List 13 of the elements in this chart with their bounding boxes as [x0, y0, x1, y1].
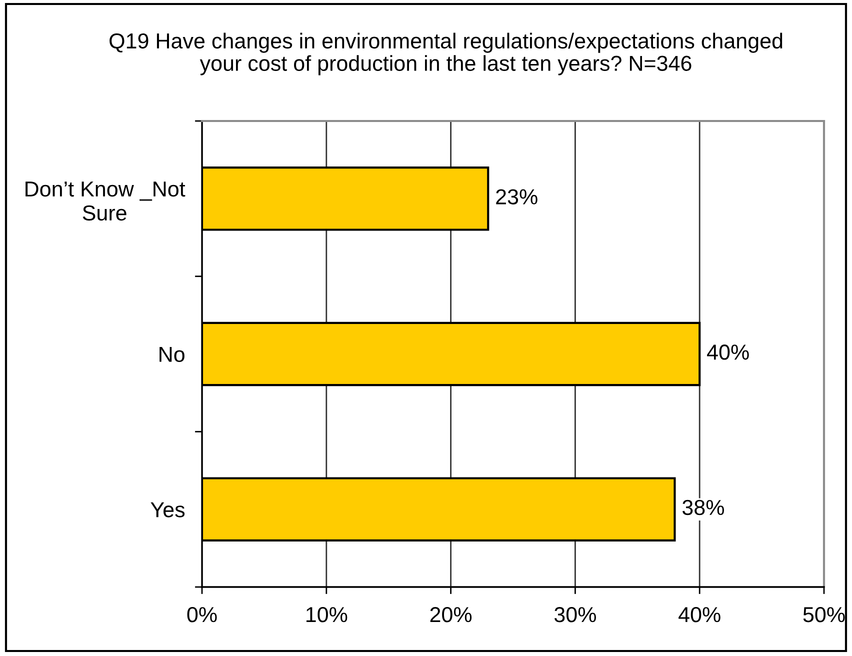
y-tick-label: Yes [150, 502, 185, 518]
x-tick-label: 30% [554, 607, 596, 622]
x-tick-label: 10% [306, 607, 348, 622]
chart-title: Q19 Have changes in environmental regulations/expectations changed your cost of production in the last ten years? N=346 [110, 32, 782, 76]
x-tick-label: 40% [678, 607, 720, 622]
data-label: 38% [682, 500, 724, 516]
x-tick-label: 20% [430, 607, 472, 622]
y-tick-label: Don’t Know _Not Sure [26, 182, 186, 221]
y-tick-label: No [160, 346, 184, 362]
data-label: 23% [496, 189, 538, 204]
data-label: 40% [707, 344, 749, 360]
x-tick-label: 50% [803, 607, 845, 622]
x-tick-label: 0% [187, 607, 217, 622]
